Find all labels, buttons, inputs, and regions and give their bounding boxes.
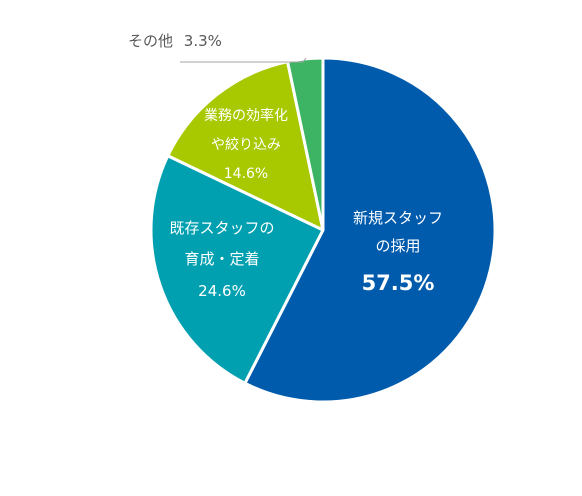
slice-existing-staff [149,154,325,385]
slice-label-line2-new-staff: の採用 [375,237,420,255]
slices-group [149,56,497,404]
slice-efficiency [166,60,325,232]
slice-label-line2-efficiency: や絞り込み [211,137,281,153]
slice-value-other: 3.3% [184,32,222,50]
slice-value-existing-staff: 24.6% [198,282,246,300]
slice-label-other: その他 3.3% [128,32,222,50]
other-leader-line [180,57,307,63]
slice-label-other-name: その他 [128,32,173,50]
slice-label-line1-existing-staff: 既存スタッフの [169,219,274,237]
slice-label-line2-existing-staff: 育成・定着 [184,250,259,268]
slice-label-line1-new-staff: 新規スタッフ [353,209,443,227]
slice-new-staff [243,56,497,404]
slice-label-line1-efficiency: 業務の効率化 [204,107,288,124]
slice-value-new-staff: 57.5% [362,271,435,295]
slice-value-efficiency: 14.6% [224,166,268,182]
